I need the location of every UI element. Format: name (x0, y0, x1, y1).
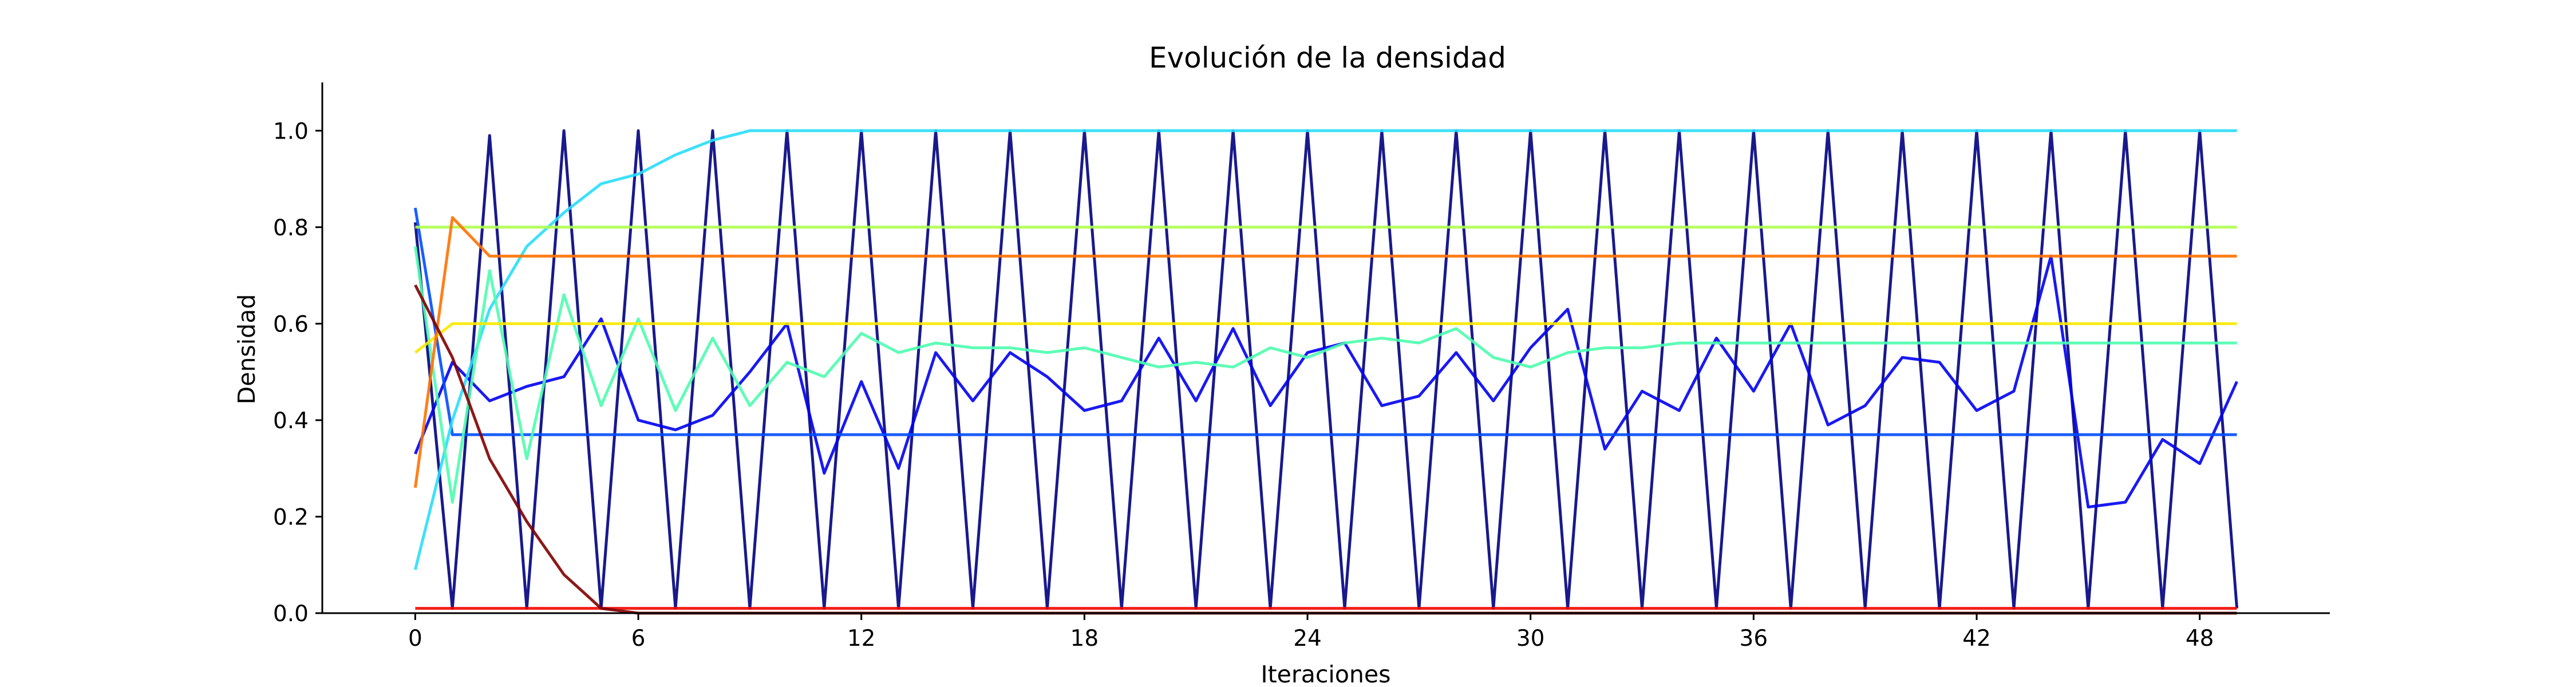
x-tick-label: 42 (1962, 626, 1991, 652)
series-line-7 (414, 322, 2237, 354)
series-line-8 (413, 216, 2237, 488)
y-tick-label: 0.4 (273, 408, 309, 434)
x-tick-label: 12 (847, 626, 876, 652)
y-axis-label: Densidad (233, 294, 260, 405)
y-tick-label: 1.0 (273, 119, 309, 144)
series-line-5 (413, 246, 2237, 504)
y-tick-label: 0.8 (273, 215, 309, 241)
series-line-4 (413, 129, 2237, 570)
x-tick-label: 0 (408, 626, 422, 652)
y-tick-label: 0.0 (273, 601, 309, 627)
x-tick-label: 6 (631, 626, 646, 652)
series-line-1 (413, 129, 2239, 610)
x-tick-label: 18 (1070, 626, 1099, 652)
x-tick-label: 30 (1516, 626, 1545, 652)
series-layer (413, 129, 2239, 615)
x-tick-label: 24 (1293, 626, 1322, 652)
x-tick-label: 48 (2186, 626, 2214, 652)
ticks-layer: 0 6 12 18 24 30 36 42 48 0.0 0.2 0.4 0.6 0.8 1.0 (273, 119, 2214, 652)
axes-layer (321, 82, 2330, 614)
x-tick-label: 36 (1740, 626, 1768, 652)
y-tick-label: 0.2 (273, 504, 309, 530)
y-tick-label: 0.6 (273, 311, 309, 337)
series-line-3 (413, 207, 2237, 436)
series-line-2 (414, 254, 2238, 509)
chart-title: Evolución de la densidad (1149, 41, 1506, 74)
x-axis-label: Iteraciones (1261, 661, 1391, 687)
